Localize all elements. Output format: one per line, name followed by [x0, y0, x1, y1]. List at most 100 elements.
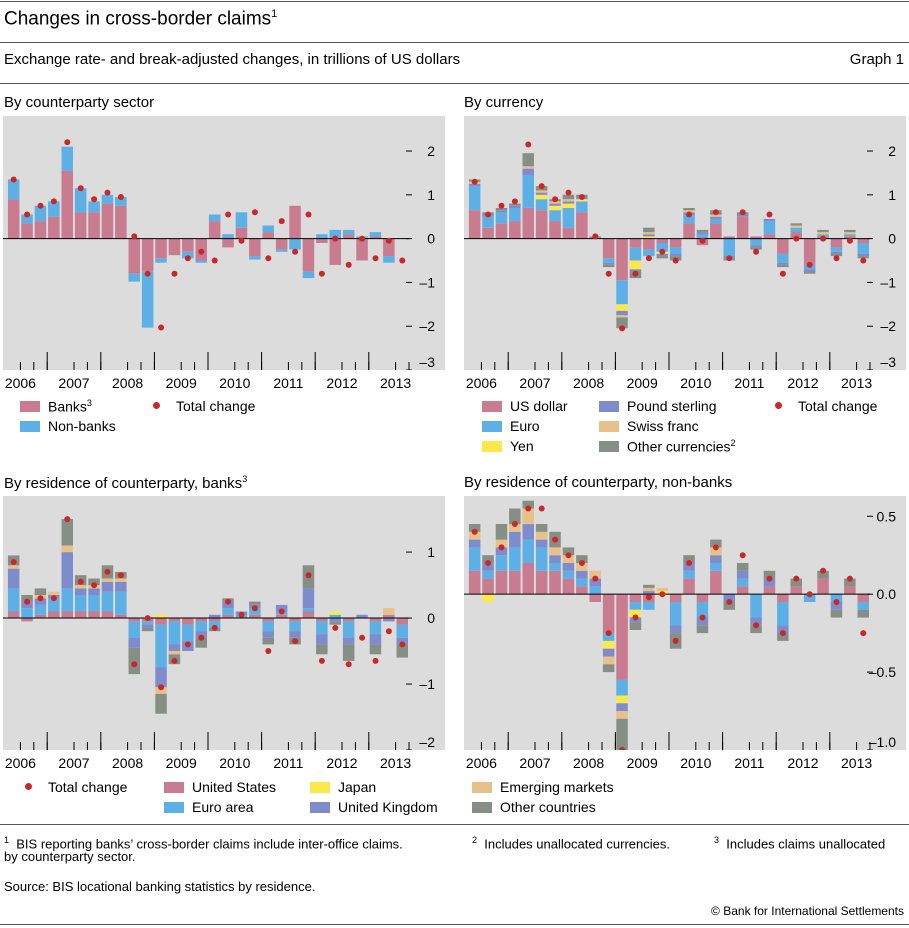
- bar-segment-swiss-franc: [549, 201, 561, 204]
- bar-segment-euro: [763, 221, 776, 235]
- total-change-point: [511, 198, 518, 205]
- x-tick-label: 2012: [326, 755, 358, 771]
- bar-segment-us-dollar: [482, 227, 494, 239]
- total-change-point: [552, 196, 559, 203]
- total-change-point: [158, 684, 165, 691]
- bar-segment-us-dollar: [669, 238, 682, 248]
- bar-segment-euro-area: [669, 602, 682, 626]
- bar-segment-united-kingdom: [115, 581, 127, 592]
- bar-segment-other-countries: [369, 644, 382, 655]
- total-change-point: [578, 194, 585, 200]
- bar-segment-united-kingdom: [88, 588, 100, 595]
- total-change-point: [77, 578, 84, 585]
- bar-segment-euro-area: [482, 570, 494, 579]
- bar-segment-other-currencies: [656, 256, 668, 259]
- bar-segment-united-kingdom: [643, 591, 655, 595]
- bar-segment-yen: [535, 194, 548, 200]
- bar-segment-non-banks: [101, 194, 114, 204]
- bar-segment-banks: [7, 199, 20, 239]
- bar-segment-euro: [790, 227, 802, 233]
- total-change-point: [860, 257, 867, 264]
- bar-segment-euro: [629, 247, 642, 261]
- bar-segment-united-states: [396, 618, 408, 625]
- bar-segment-united-kingdom: [356, 614, 368, 619]
- bar-segment-united-kingdom: [21, 601, 33, 609]
- bar-segment-united-states: [576, 586, 588, 595]
- bar-segment-pound-sterling: [562, 201, 575, 204]
- bar-segment-united-kingdom: [710, 555, 722, 563]
- x-tick-label: 2012: [787, 755, 819, 771]
- bar-segment-united-states: [763, 586, 776, 595]
- bar-segment-banks: [21, 223, 33, 239]
- total-change-point: [385, 628, 392, 635]
- total-change-point: [712, 209, 719, 216]
- total-change-point: [318, 270, 325, 277]
- bar-segment-euro-area: [182, 624, 194, 642]
- legend-residence-nonbanks: Emerging markets Other countries: [472, 779, 772, 819]
- bar-segment-other-currencies: [602, 264, 615, 268]
- bar-segment-other-currencies: [643, 227, 655, 233]
- bar-segment-pound-sterling: [616, 310, 628, 316]
- subtitle-rule: [0, 83, 909, 84]
- bar-segment-other-currencies: [844, 229, 856, 233]
- bar-segment-other-currencies: [562, 194, 575, 200]
- total-change-point: [619, 747, 626, 750]
- bar-segment-banks: [356, 238, 368, 261]
- bar-segment-us-dollar: [535, 210, 548, 239]
- bar-segment-non-banks: [128, 273, 140, 282]
- x-tick-label: 2007: [519, 755, 551, 771]
- bar-segment-non-banks: [74, 188, 87, 213]
- bar-segment-united-kingdom: [289, 631, 301, 638]
- bar-segment-united-states: [115, 614, 127, 619]
- bar-segment-pound-sterling: [629, 269, 642, 272]
- total-change-point: [77, 185, 84, 192]
- bar-segment-united-states: [857, 594, 869, 602]
- bar-segment-other-currencies: [509, 203, 521, 206]
- page-title: Changes in cross-border claims1: [4, 8, 278, 30]
- footnote-3-continued: by counterparty sector.: [4, 849, 136, 864]
- total-change-point: [385, 237, 392, 244]
- total-change-point: [171, 270, 178, 277]
- bar-segment-non-banks: [302, 271, 315, 279]
- bar-segment-euro-area: [329, 614, 341, 619]
- bar-segment-non-banks: [289, 238, 301, 250]
- bar-segment-united-kingdom: [275, 604, 288, 612]
- total-change-point: [779, 270, 786, 277]
- total-change-point: [318, 657, 325, 664]
- total-change-point: [726, 599, 733, 605]
- bar-segment-euro: [562, 208, 575, 228]
- bar-segment-united-kingdom: [195, 631, 207, 638]
- x-tick-label: 2012: [787, 375, 819, 391]
- total-change-point: [766, 575, 773, 582]
- bar-segment-euro: [549, 210, 561, 222]
- total-change-point: [498, 202, 505, 209]
- bar-segment-united-kingdom: [7, 568, 20, 589]
- total-change-point: [565, 552, 572, 559]
- legend-swatch: [164, 802, 184, 813]
- bar-segment-euro-area: [696, 602, 709, 618]
- bar-segment-euro: [669, 247, 682, 254]
- bar-segment-emerging-markets: [168, 651, 181, 655]
- x-tick-label: 2008: [573, 755, 605, 771]
- bar-segment-euro: [482, 216, 494, 228]
- bar-segment-united-states: [522, 563, 534, 595]
- bar-segment-us-dollar: [656, 238, 668, 243]
- total-change-point: [806, 591, 813, 598]
- y-tick-label: –1: [880, 274, 896, 290]
- bar-segment-euro-area: [34, 604, 47, 615]
- bar-segment-euro-area: [141, 621, 154, 625]
- x-tick-label: 2008: [112, 375, 144, 391]
- page-subtitle: Exchange rate- and break-adjusted change…: [4, 51, 461, 68]
- x-tick-label: 2013: [380, 375, 412, 391]
- legend-swatch: [599, 421, 619, 432]
- bar-segment-united-states: [817, 578, 829, 595]
- bar-segment-united-kingdom: [34, 598, 47, 605]
- bar-segment-other-countries: [576, 555, 588, 563]
- bar-segment-us-dollar: [710, 223, 722, 239]
- bar-segment-united-states: [155, 618, 167, 625]
- bar-segment-euro-area: [643, 602, 655, 610]
- bar-segment-banks: [222, 238, 234, 248]
- total-change-point: [712, 544, 719, 551]
- bar-segment-euro-area: [616, 679, 628, 696]
- x-tick-label: 2009: [626, 755, 658, 771]
